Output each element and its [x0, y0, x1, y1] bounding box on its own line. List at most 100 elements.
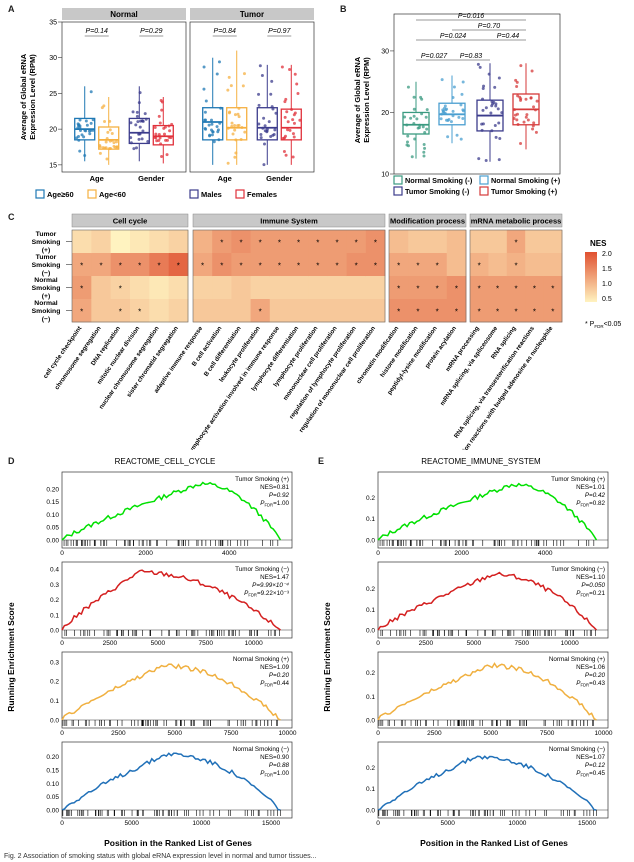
panel-c-star: * [259, 308, 262, 317]
panel-c-cell [488, 253, 508, 277]
panel-a-point [271, 133, 275, 137]
panel-c-group-frame [469, 229, 563, 323]
panel-d-y-tick: 0.10 [46, 512, 59, 519]
panel-c-cell [149, 230, 170, 254]
panel-a-point [143, 112, 147, 116]
panel-c-star: * [297, 239, 300, 248]
panel-a-facet-strip [62, 8, 186, 20]
panel-a-point [284, 153, 288, 157]
panel-c-cell [525, 276, 544, 300]
panel-c-cell [389, 253, 409, 277]
panel-a-point [203, 118, 207, 122]
panel-e-annot-name: Normal Smoking (+) [549, 656, 605, 663]
panel-e-x-tick: 2500 [427, 730, 442, 737]
panel-c-star: * [220, 239, 223, 248]
panel-c-cell [488, 299, 508, 323]
panel-d-plot-frame [61, 471, 293, 549]
panel-a-point [259, 136, 263, 140]
panel-a-point [262, 116, 266, 120]
panel-a-point [210, 122, 214, 126]
panel-b-y-tick: 10 [381, 172, 389, 179]
panel-a-point [288, 128, 292, 132]
panel-b-point [490, 129, 494, 133]
panel-d-x-tick: 10000 [245, 640, 263, 647]
panel-c-cell [231, 276, 251, 300]
panel-a-point [160, 154, 164, 158]
panel-b-point [526, 118, 530, 122]
panel-a-point [138, 91, 142, 95]
panel-e-x-tick: 0 [376, 820, 380, 827]
panel-c-star: * [201, 262, 204, 271]
panel-b-legend-key [393, 175, 403, 185]
panel-e-x-tick: 15000 [578, 820, 596, 827]
panel-b-y-label-line2: Expression Level (RPM) [362, 57, 371, 143]
panel-d-annot-nes: NES=0.81 [260, 484, 289, 491]
panel-b-point [481, 97, 485, 101]
panel-b-point [530, 69, 534, 73]
panel-a-point [242, 72, 246, 76]
panel-c-cell [408, 230, 428, 254]
panel-a-point [105, 157, 109, 161]
panel-c-cell [427, 276, 448, 300]
panel-c-cell [193, 276, 213, 300]
panel-c-cell [408, 276, 428, 300]
panel-c-cell [470, 276, 489, 300]
panel-b-point [531, 127, 535, 131]
panel-a-point [154, 132, 158, 136]
panel-d-y-tick: 0.4 [50, 567, 59, 574]
panel-a-point [233, 113, 237, 117]
panel-c-cell [250, 276, 271, 300]
panel-a-legend-label: Females [247, 190, 277, 199]
panel-a-point [259, 133, 263, 137]
panel-label-c: C [8, 212, 15, 222]
panel-c-cell [506, 276, 526, 300]
panel-c-legend-tick: 2.0 [602, 251, 612, 258]
panel-b-point [519, 97, 523, 101]
panel-d-x-tick: 7500 [199, 640, 214, 647]
panel-a-box-box [128, 117, 150, 145]
panel-b-point [480, 122, 484, 126]
panel-a-point [83, 154, 87, 158]
panel-b-pvalue: P=0.83 [460, 53, 482, 60]
panel-a-point [237, 115, 241, 119]
panel-c-row-label: (+) [42, 247, 51, 254]
panel-b-pvalue: P=0.70 [478, 23, 500, 30]
panel-a-point [103, 119, 107, 123]
panel-e-y-tick: 0.1 [366, 516, 375, 523]
panel-b-point [496, 107, 500, 111]
panel-a-boxplot: Average of Global eRNA Expression Level (… [19, 8, 315, 199]
panel-b-point [440, 112, 444, 116]
panel-c-star: * [355, 262, 358, 271]
panel-b-box-box [402, 111, 430, 135]
panel-b-point [516, 94, 520, 98]
panel-a-point [135, 114, 139, 118]
panel-d-es-curve [61, 569, 281, 631]
panel-e-x-tick: 0 [376, 640, 380, 647]
panel-c-cell [543, 276, 563, 300]
panel-c-star: * [496, 285, 499, 294]
panel-b-point [412, 107, 416, 111]
panel-c-cell [269, 253, 290, 277]
panel-c-row-label: (−) [42, 316, 51, 323]
panel-c-cell [231, 253, 251, 277]
panel-c-star: * [99, 262, 102, 271]
panel-a-legend-key [35, 189, 45, 199]
panel-b-point [423, 146, 427, 150]
panel-b-legend-key [393, 186, 403, 196]
panel-c-cell [168, 230, 189, 254]
panel-d-x-tick: 10000 [278, 730, 296, 737]
panel-b-y-tick: 30 [381, 48, 389, 55]
panel-e-es-curve [377, 571, 598, 631]
panel-b-legend-label: Tumor Smoking (+) [491, 187, 558, 196]
panel-c-star: * [119, 308, 122, 317]
panel-a-point [207, 123, 211, 127]
panel-a-point [84, 129, 88, 133]
panel-e-annot-name: Tumor Smoking (+) [551, 476, 605, 483]
panel-a-point [104, 140, 108, 144]
panel-a-y-tick: 20 [49, 127, 57, 134]
panel-e-annot-fdr: PFDR=0.82 [576, 500, 605, 508]
panel-a-point [129, 136, 133, 140]
panel-c-cell [543, 299, 563, 323]
panel-c-cell [525, 253, 544, 277]
panel-c-cell [446, 253, 467, 277]
